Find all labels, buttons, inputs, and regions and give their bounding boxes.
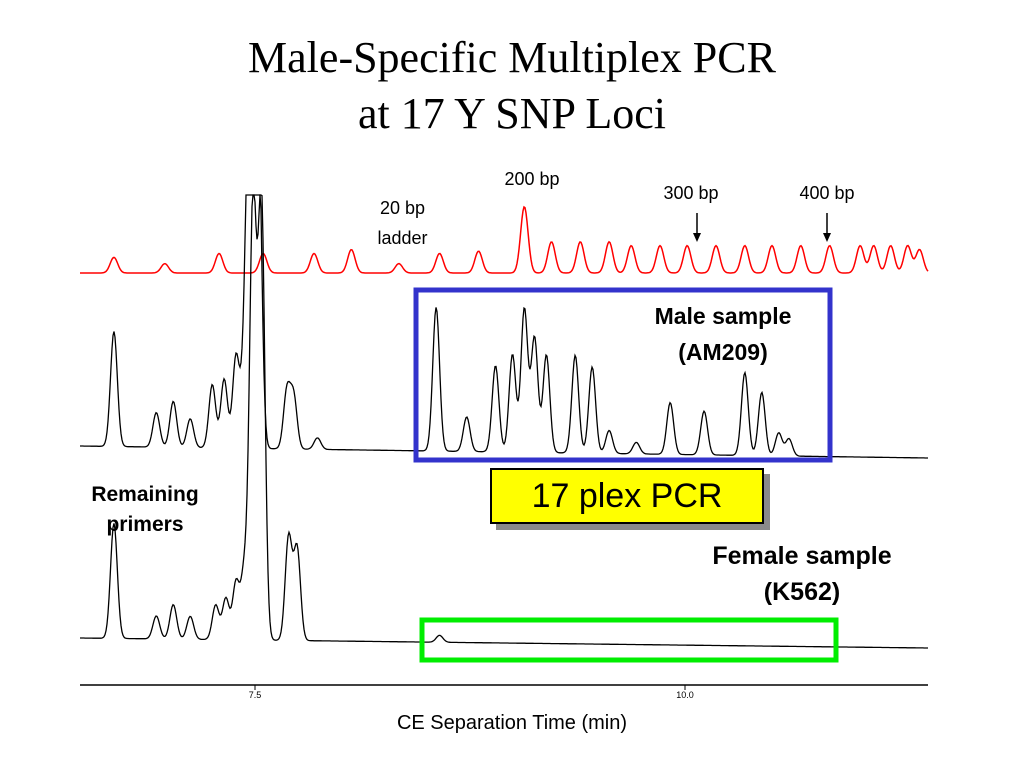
- label-20bp-line1: 20 bp: [379, 198, 426, 218]
- label-200bp: 200 bp: [504, 169, 560, 189]
- label-300bp: 300 bp: [663, 183, 719, 203]
- male-sample-line1: Male sample: [654, 303, 792, 329]
- x-tick-label-10-0: 10.0: [676, 690, 694, 700]
- chart-title-line-2: at 17 Y SNP Loci: [358, 89, 666, 138]
- remaining-line2: primers: [106, 513, 184, 536]
- male-sample-line2: (AM209): [678, 339, 768, 365]
- male-region-box: [413, 287, 833, 463]
- x-axis-label: CE Separation Time (min): [396, 712, 628, 734]
- label-female-sample: Female sample (K562): [672, 538, 932, 610]
- arrow-300bp: [693, 213, 701, 242]
- label-20bp-line2: ladder: [377, 228, 428, 248]
- plex-pcr-label-box: 17 plex PCR: [490, 468, 764, 524]
- female-sample-line1: Female sample: [712, 542, 892, 570]
- arrow-400bp: [823, 213, 831, 242]
- trace-series-1: [80, 194, 928, 459]
- female-region-box: [419, 617, 839, 663]
- label-remaining-primers: Remaining primers: [55, 480, 235, 540]
- label-400bp: 400 bp: [799, 183, 855, 203]
- chart-title-line-1: Male-Specific Multiplex PCR: [248, 33, 776, 82]
- trace-series-2: [80, 194, 928, 649]
- label-20bp-ladder: 20 bp ladder: [360, 197, 445, 249]
- remaining-line1: Remaining: [91, 483, 199, 506]
- trace-series-0: [80, 205, 929, 274]
- label-male-sample: Male sample (AM209): [612, 301, 834, 367]
- female-sample-line2: (K562): [763, 578, 841, 606]
- x-tick-label-7-5: 7.5: [249, 690, 262, 700]
